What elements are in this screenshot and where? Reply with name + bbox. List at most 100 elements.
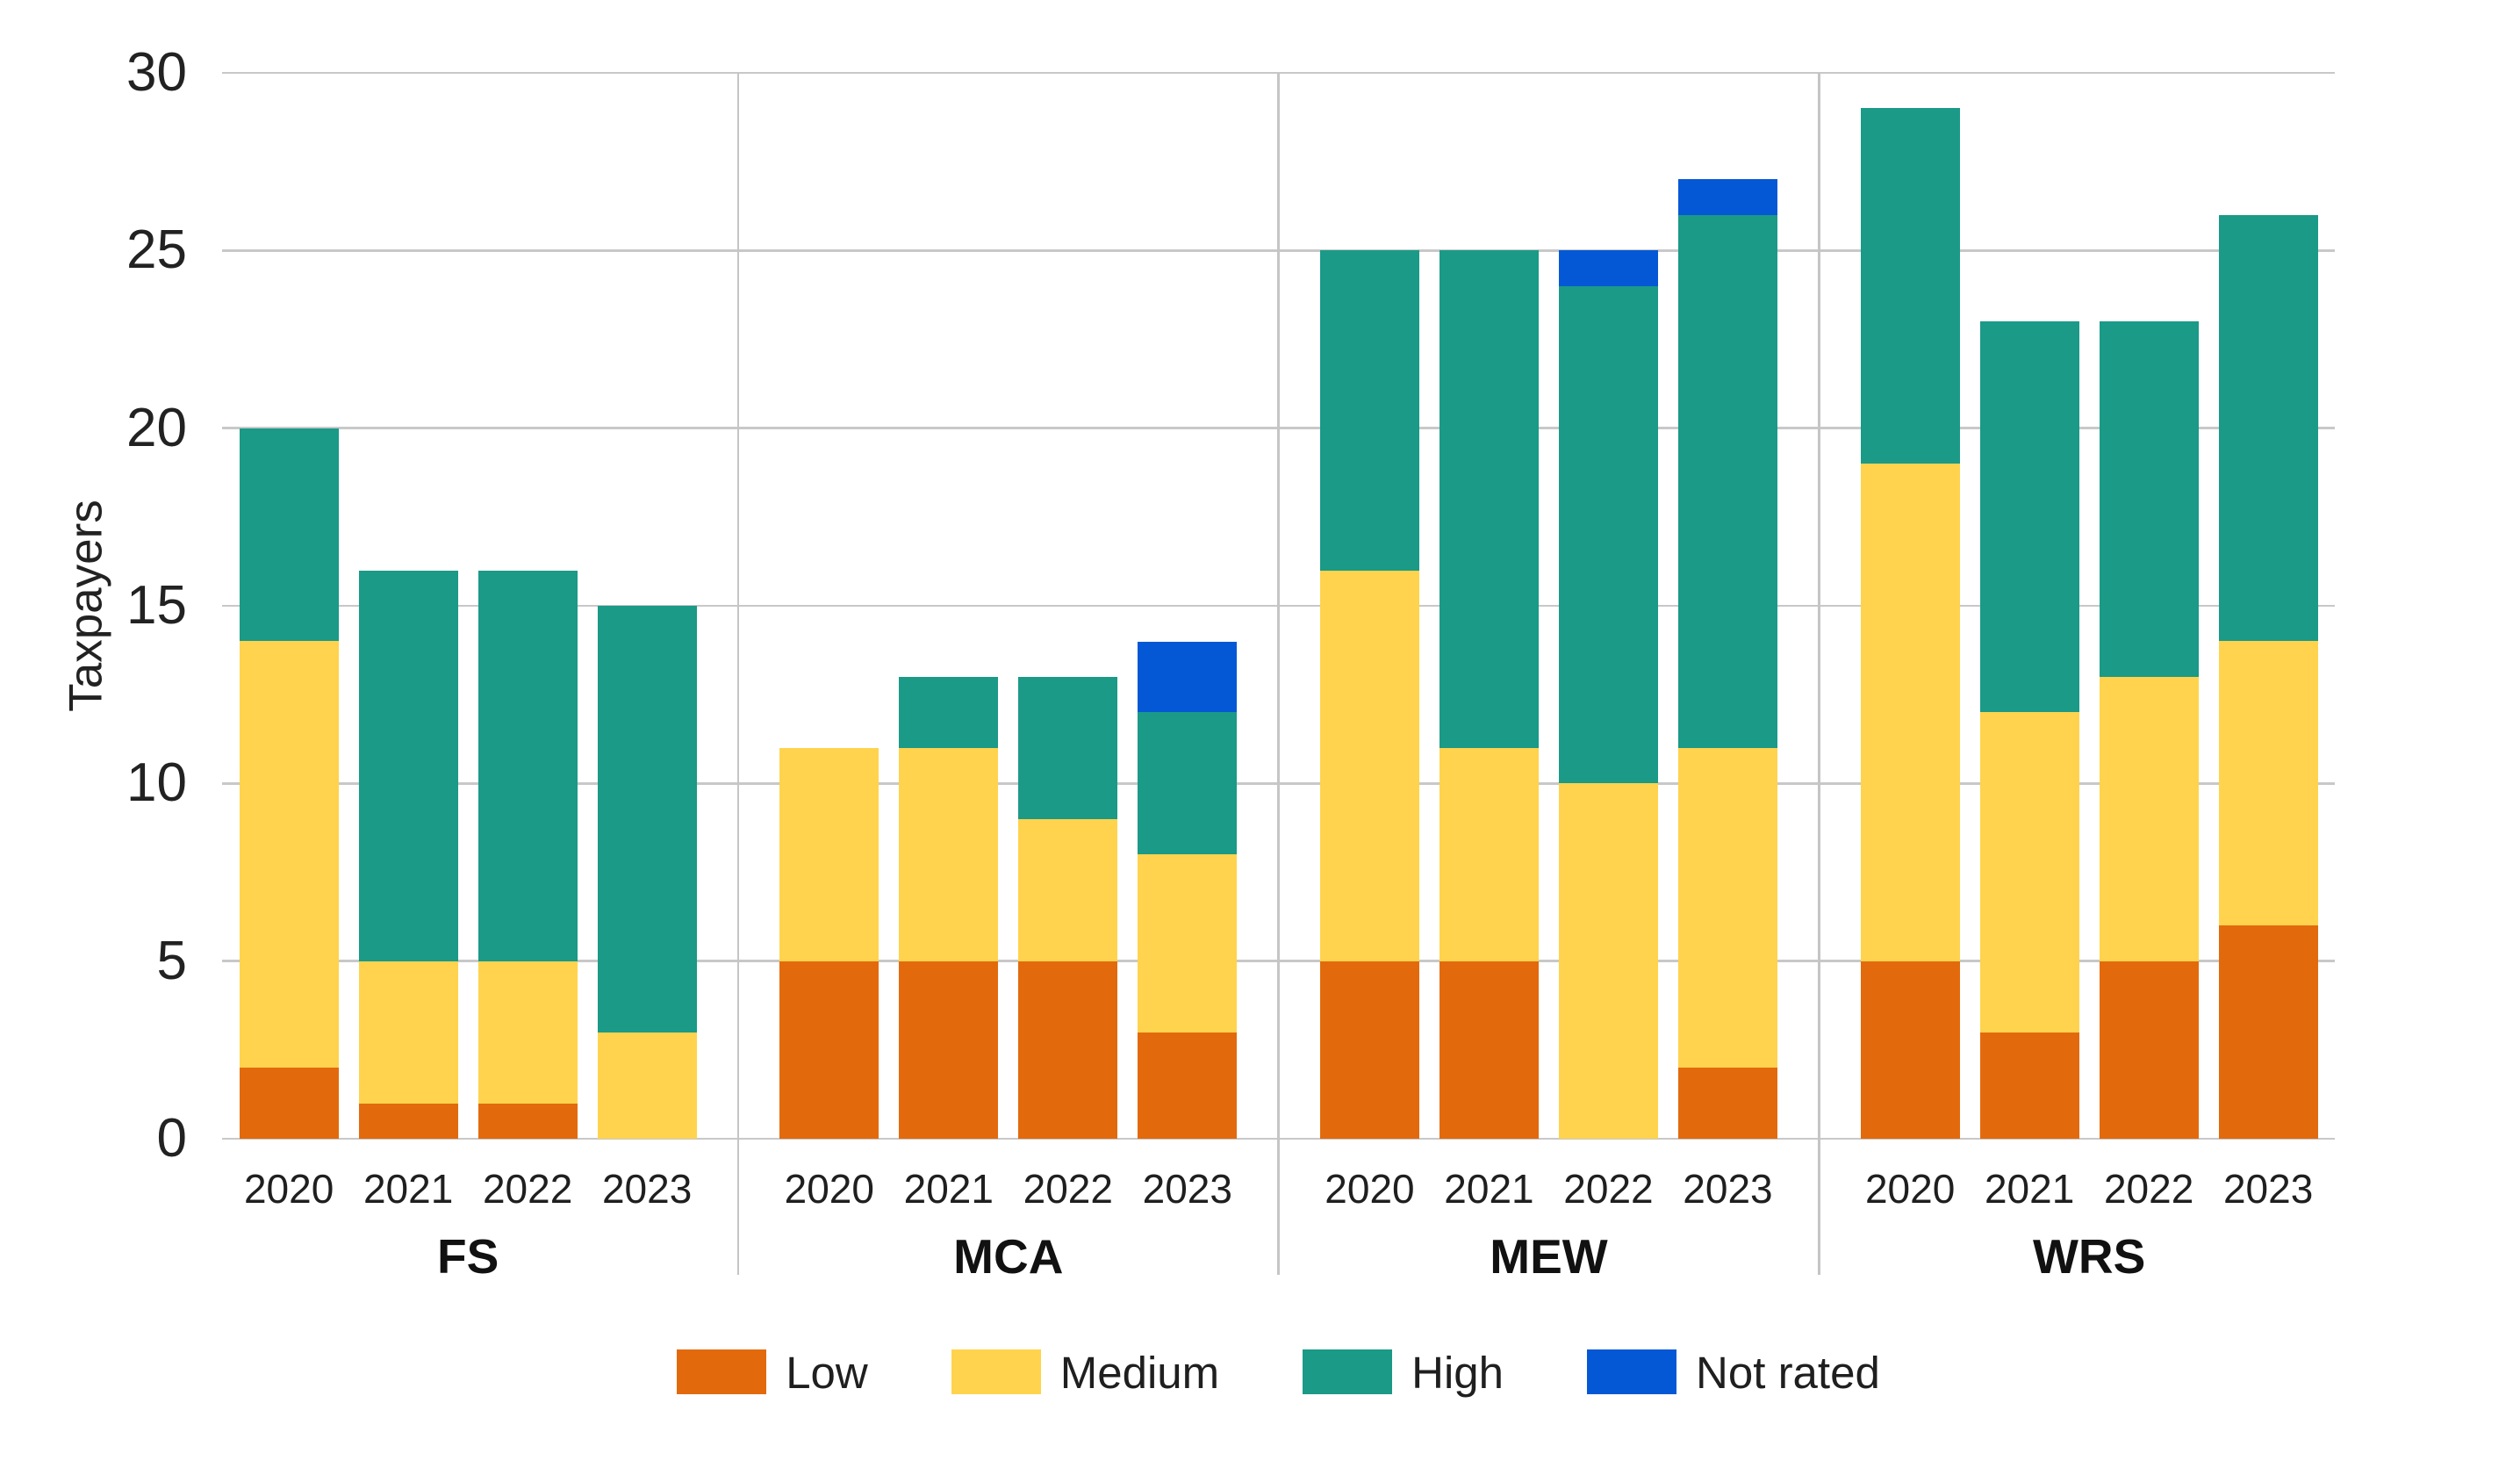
bar-segment-high (597, 606, 697, 1032)
year-label: 2021 (363, 1166, 454, 1212)
legend-swatch-medium (951, 1349, 1041, 1394)
legend: Low Medium High Not rated (222, 1348, 2335, 1398)
bar-segment-high (2099, 321, 2199, 677)
legend-label-low: Low (786, 1348, 868, 1398)
bar-segment-medium (2218, 641, 2318, 926)
bar-segment-medium (1018, 818, 1118, 961)
bar-mca-2023 (1138, 641, 1238, 1139)
year-label: 2022 (2103, 1166, 2194, 1212)
bar-mca-2021 (899, 676, 999, 1139)
bars-wrs (1819, 73, 2359, 1139)
bar-segment-not-rated (1677, 179, 1777, 215)
year-label: 2021 (903, 1166, 994, 1212)
bar-group-mew: 2020 2021 2022 2023 MEW (1279, 73, 1820, 1281)
bar-segment-high (899, 676, 999, 748)
bar-segment-low (477, 1103, 578, 1139)
bar-segment-low (1138, 1032, 1238, 1139)
bar-fs-2022 (477, 570, 578, 1139)
bar-segment-low (1439, 961, 1539, 1139)
y-tick-label-20: 20 (126, 397, 187, 458)
group-label-wrs: WRS (2032, 1229, 2146, 1284)
bar-segment-not-rated (1558, 250, 1658, 286)
bar-segment-low (239, 1068, 339, 1139)
group-label-fs: FS (436, 1229, 499, 1284)
bar-segment-low (358, 1103, 458, 1139)
bar-segment-high (1677, 214, 1777, 748)
year-labels-mca: 2020 2021 2022 2023 (738, 1169, 1279, 1209)
bar-segment-medium (597, 1032, 697, 1139)
bar-mca-2022 (1018, 676, 1118, 1139)
y-tick-label-5: 5 (156, 930, 187, 991)
bar-segment-low (779, 961, 879, 1139)
bar-segment-high (1979, 321, 2079, 713)
group-divider-2 (1277, 73, 1280, 1275)
year-label: 2020 (1325, 1166, 1415, 1212)
bars-mca (738, 73, 1279, 1139)
bar-wrs-2023 (2218, 214, 2318, 1139)
bar-segment-low (2218, 925, 2318, 1139)
legend-item-high: High (1303, 1349, 1504, 1395)
year-label: 2023 (2222, 1166, 2314, 1212)
bar-segment-high (477, 570, 578, 961)
legend-swatch-high (1303, 1349, 1393, 1394)
bar-segment-medium (1319, 570, 1419, 961)
year-label: 2022 (1023, 1166, 1113, 1212)
bar-group-wrs: 2020 2021 2022 2023 WRS (1819, 73, 2359, 1281)
bar-mew-2020 (1319, 250, 1419, 1139)
bar-segment-low (1677, 1068, 1777, 1139)
bar-segment-medium (1558, 783, 1658, 1139)
bar-segment-not-rated (1138, 641, 1238, 713)
bar-segment-medium (2099, 676, 2199, 961)
year-label: 2022 (1563, 1166, 1654, 1212)
bar-segment-medium (779, 747, 879, 961)
y-tick-label-0: 0 (156, 1108, 187, 1169)
legend-item-medium: Medium (951, 1349, 1219, 1395)
y-tick-label-30: 30 (126, 42, 187, 103)
bar-segment-low (1860, 961, 1960, 1139)
y-tick-label-25: 25 (126, 219, 187, 281)
group-divider-1 (736, 73, 740, 1275)
group-label-mew: MEW (1490, 1229, 1608, 1284)
bar-mew-2021 (1439, 250, 1539, 1139)
bar-segment-medium (899, 747, 999, 961)
legend-swatch-low (677, 1349, 767, 1394)
year-label: 2023 (601, 1166, 693, 1212)
bar-fs-2020 (239, 428, 339, 1139)
bar-segment-medium (239, 641, 339, 1068)
year-labels-fs: 2020 2021 2022 2023 (197, 1169, 738, 1209)
year-label: 2021 (1444, 1166, 1534, 1212)
bar-segment-high (1439, 250, 1539, 748)
bar-wrs-2022 (2099, 321, 2199, 1139)
bar-segment-low (1319, 961, 1419, 1139)
bar-segment-high (1138, 712, 1238, 855)
year-labels-wrs: 2020 2021 2022 2023 (1819, 1169, 2359, 1209)
bar-segment-medium (1860, 464, 1960, 961)
bar-fs-2023 (597, 606, 697, 1139)
bar-mew-2022 (1558, 250, 1658, 1139)
bar-segment-high (2218, 214, 2318, 642)
bar-segment-medium (1439, 747, 1539, 961)
bar-segment-high (1860, 108, 1960, 464)
bar-group-mca: 2020 2021 2022 2023 MCA (738, 73, 1279, 1281)
y-tick-label-10: 10 (126, 752, 187, 814)
bar-segment-high (239, 428, 339, 642)
bar-segment-low (899, 961, 999, 1139)
bar-segment-low (1979, 1032, 2079, 1139)
group-label-mca: MCA (953, 1229, 1064, 1284)
legend-item-not-rated: Not rated (1587, 1349, 1880, 1395)
bar-segment-medium (1677, 747, 1777, 1068)
year-label: 2020 (784, 1166, 874, 1212)
bar-segment-low (2099, 961, 2199, 1139)
year-labels-mew: 2020 2021 2022 2023 (1279, 1169, 1820, 1209)
bar-mca-2020 (779, 747, 879, 1139)
bars-fs (197, 73, 738, 1139)
year-label: 2023 (1142, 1166, 1232, 1212)
bar-mew-2023 (1677, 179, 1777, 1139)
bar-segment-high (358, 570, 458, 961)
bar-wrs-2020 (1860, 108, 1960, 1139)
bar-group-fs: 2020 2021 2022 2023 FS (197, 73, 738, 1281)
year-label: 2023 (1683, 1166, 1773, 1212)
legend-item-low: Low (677, 1348, 868, 1398)
year-label: 2022 (482, 1166, 573, 1212)
